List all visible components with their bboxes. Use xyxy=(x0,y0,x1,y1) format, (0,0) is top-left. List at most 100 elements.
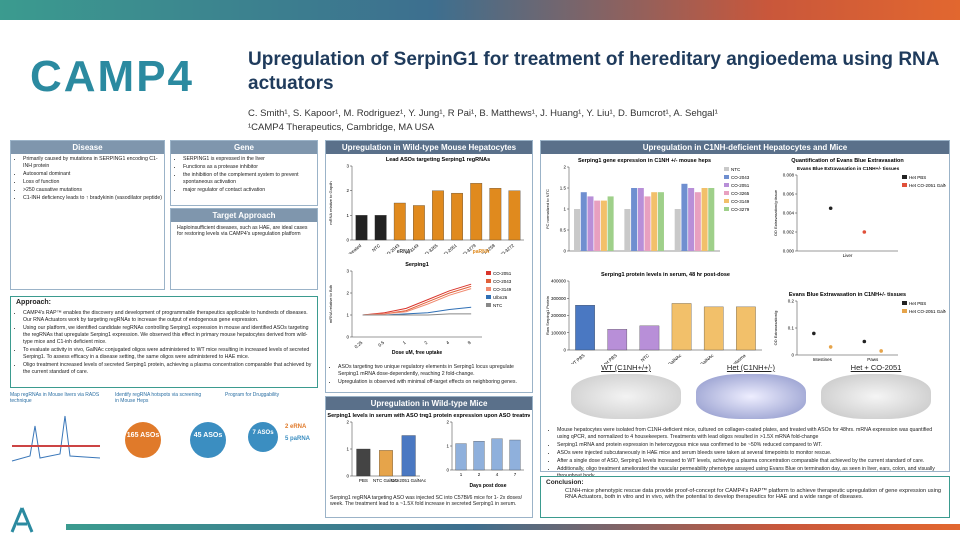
text: Haploinsufficient diseases, such as HAE,… xyxy=(177,225,308,237)
bar xyxy=(657,192,664,251)
count: 7 ASOs xyxy=(248,422,278,452)
authors: C. Smith¹, S. Kapoor¹, M. Rodriguez¹, Y.… xyxy=(248,108,718,119)
chart-title: Serping1 protein expression upon ASO tre… xyxy=(426,413,530,419)
y-tick-label: 1 xyxy=(446,444,449,449)
chart: Serping1 gene expression in C1NH +/- mou… xyxy=(545,158,750,254)
caption: Serping1 regRNA targeting ASO was inject… xyxy=(330,495,523,507)
chart: Quantification of Evans Blue Extravasati… xyxy=(773,158,946,258)
chart-subtitle: Evans Blue Extravasation in C1NH+/- tiss… xyxy=(797,166,900,172)
bullet: major regulator of contact activation xyxy=(183,187,317,194)
target-panel: Target Approach Haploinsufficient diseas… xyxy=(170,208,318,290)
legend-swatch xyxy=(486,303,491,307)
x-tick-label: NTC xyxy=(371,242,382,252)
y-tick-label: 200000 xyxy=(551,313,567,318)
bullet: Autosomal dominant xyxy=(23,171,164,178)
bullet: Functions as a protease inhibitor xyxy=(183,164,317,171)
bar xyxy=(574,209,581,251)
legend-label: Ulbn26 xyxy=(493,295,508,300)
y-tick-label: 0.000 xyxy=(783,249,795,254)
y-tick-label: 3 xyxy=(346,269,349,274)
logo: CAMP4 xyxy=(30,52,195,101)
bullet: CAMP4's RAP™ enables the discovery and d… xyxy=(23,310,317,324)
legend-swatch xyxy=(902,175,907,179)
mice-panel: Upregulation in Wild-type Mice Serping1 … xyxy=(325,396,568,518)
annotation: eRNA xyxy=(397,249,411,254)
x-tick-label: Liver xyxy=(843,253,853,258)
y-tick-label: 2 xyxy=(346,420,349,425)
bar xyxy=(451,192,463,241)
legend-swatch xyxy=(486,279,491,283)
top-band xyxy=(0,0,960,20)
chart-title: Lead ASOs targeting Serping1 regRNAs xyxy=(386,157,490,163)
y-tick-label: 2 xyxy=(446,420,449,425)
bullet: C1-INH deficiency leads to ↑ bradykinin … xyxy=(23,195,164,202)
x-tick-label: Het PBS xyxy=(601,353,617,364)
bar xyxy=(651,192,658,251)
y-tick-label: 1 xyxy=(346,447,349,452)
y-axis-label: mRNA relative to Bdh xyxy=(328,285,333,323)
legend-swatch xyxy=(724,175,729,179)
line xyxy=(362,288,472,316)
x-tick-label: CO-2051 GalNAc xyxy=(391,478,426,483)
y-axis-label: OD Extravasation/g xyxy=(773,311,778,346)
y-tick-label: 0 xyxy=(446,468,449,473)
bar xyxy=(701,188,708,251)
bar xyxy=(694,192,701,251)
bullet: Upregulation is observed with minimal of… xyxy=(338,379,532,386)
bar xyxy=(681,183,688,251)
y-tick-label: 1 xyxy=(563,207,566,212)
x-tick-label: 7 xyxy=(514,472,517,477)
x-axis-label: Dose uM, free uptake xyxy=(392,350,443,356)
y-tick-label: 2 xyxy=(346,291,349,296)
bar xyxy=(470,183,483,241)
chart: Serping1 protein levels in serum, 48 hr … xyxy=(545,272,762,364)
chart: Lead ASOs targeting Serping1 regRNAs mRNA… xyxy=(328,157,524,259)
bar xyxy=(374,215,387,241)
x-tick-label: Intestines xyxy=(813,357,833,362)
legend-label: CO-2051 xyxy=(493,271,512,276)
x-tick-label: Untreated xyxy=(344,243,363,254)
y-tick-label: 0 xyxy=(563,348,566,353)
chart-title: Serping1 protein levels in serum, 48 hr … xyxy=(601,272,730,278)
list: CAMP4's RAP™ enables the discovery and d… xyxy=(11,310,317,376)
chart: Evans Blue Extravasation in C1NH+/- tiss… xyxy=(773,292,946,362)
bar xyxy=(607,329,628,351)
x-tick-label: 2 xyxy=(423,340,429,346)
y-tick-label: 1 xyxy=(346,213,349,218)
chart-title: Quantification of Evans Blue Extravasati… xyxy=(791,158,904,164)
bar xyxy=(413,205,425,241)
chart: Serping1 mRNA relative to Bdh Dose uM, fre… xyxy=(328,262,512,356)
chart: Serping1 levels in serum with ASO treatm… xyxy=(327,413,444,483)
y-tick-label: 0.008 xyxy=(783,173,795,178)
legend-swatch xyxy=(902,309,907,313)
track-plot xyxy=(11,415,101,462)
chart-title: Serping1 gene expression in C1NH +/- mou… xyxy=(578,158,711,164)
legend-swatch xyxy=(724,207,729,211)
y-tick-label: 0.1 xyxy=(788,326,795,331)
list: Mouse hepatocytes were isolated from C1N… xyxy=(545,427,945,481)
disease-panel: Disease Primarily caused by mutations in… xyxy=(10,140,165,290)
bullet: Mouse hepatocytes were isolated from C1N… xyxy=(557,427,945,441)
list: Primarily caused by mutations in SERPING… xyxy=(11,156,164,202)
annotation: paRNA xyxy=(473,249,490,254)
list: SERPING1 is expressed in the liverFuncti… xyxy=(171,156,317,194)
bar xyxy=(600,200,607,251)
bar xyxy=(674,209,681,251)
bullet: Oligo treatment increased levels of secr… xyxy=(23,362,317,376)
x-tick-label: NTC GalNAc xyxy=(373,478,400,483)
bar xyxy=(624,209,631,251)
count: 165 ASOs xyxy=(125,422,161,458)
bar xyxy=(703,306,724,351)
bar xyxy=(473,441,485,471)
legend-swatch xyxy=(724,199,729,203)
bar xyxy=(587,196,594,251)
x-axis-label: Days post dose xyxy=(470,483,507,489)
heading: Upregulation in Wild-type Mouse Hepatocy… xyxy=(326,141,532,154)
bullet: Primarily caused by mutations in SERPING… xyxy=(23,156,164,170)
y-tick-label: 0 xyxy=(346,238,349,243)
point xyxy=(862,230,867,234)
legend-swatch xyxy=(902,301,907,305)
bar xyxy=(432,190,444,241)
y-tick-label: 0 xyxy=(563,249,566,254)
legend-label: CO-3279 xyxy=(731,207,750,212)
